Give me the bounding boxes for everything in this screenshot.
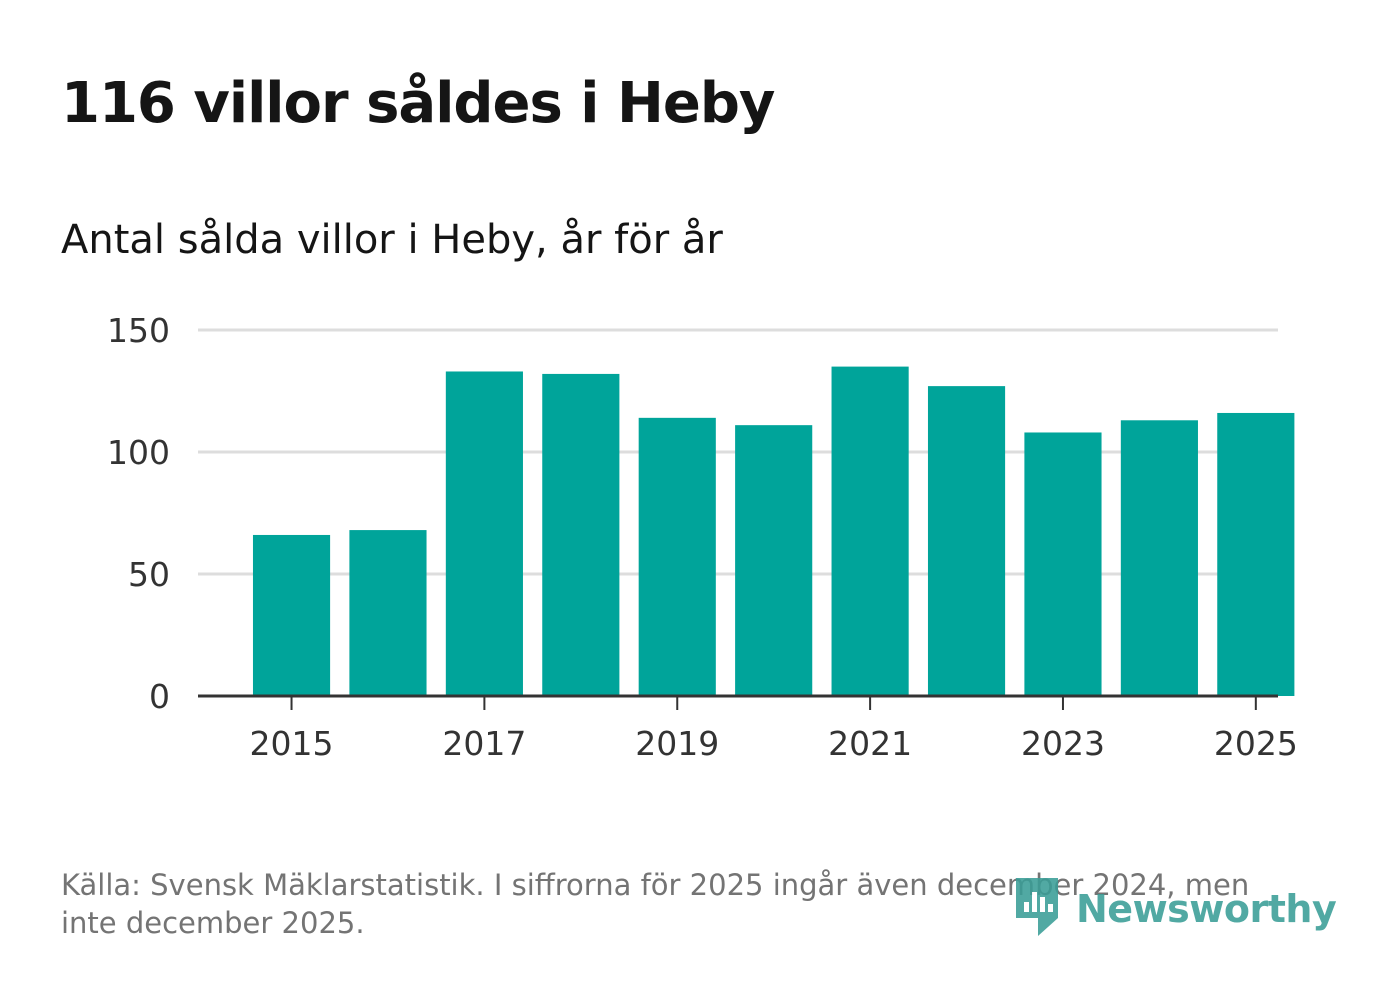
x-tick-label: 2023: [1021, 724, 1105, 763]
brand-name: Newsworthy: [1076, 887, 1337, 931]
x-tick-label: 2019: [635, 724, 719, 763]
bar-chart: 0 50 100 150 2015 2017 2019 2021 2023 2025: [107, 311, 1298, 763]
bar-2022: [927, 386, 1006, 696]
bar-2015: [252, 534, 331, 696]
y-tick-label: 0: [149, 677, 170, 716]
bar-2017: [445, 371, 523, 696]
newsworthy-brand: Newsworthy: [1012, 874, 1337, 944]
bar-2025: [1217, 412, 1295, 696]
y-tick-label: 100: [107, 433, 170, 472]
bar-2024: [1120, 420, 1198, 696]
x-tick-label: 2017: [442, 724, 526, 763]
axes: [198, 694, 1278, 710]
bar-2023: [1024, 432, 1102, 696]
x-tick-label: 2021: [828, 724, 912, 763]
y-tick-label: 50: [128, 555, 170, 594]
bar-2019: [638, 417, 716, 696]
bar-2016: [349, 530, 427, 696]
bars: [252, 366, 1295, 696]
bar-2020: [735, 425, 813, 696]
bar-2018: [542, 373, 620, 696]
x-tick-label: 2015: [250, 724, 334, 763]
y-tick-label: 150: [107, 311, 170, 350]
tick-labels: 0 50 100 150 2015 2017 2019 2021 2023 2025: [107, 311, 1298, 763]
chart-subtitle: Antal sålda villor i Heby, år för år: [61, 217, 723, 263]
bar-2021: [831, 366, 909, 696]
chart-title: 116 villor såldes i Heby: [61, 71, 775, 136]
x-tick-label: 2025: [1214, 724, 1298, 763]
newsworthy-logo-icon: [1012, 874, 1062, 944]
